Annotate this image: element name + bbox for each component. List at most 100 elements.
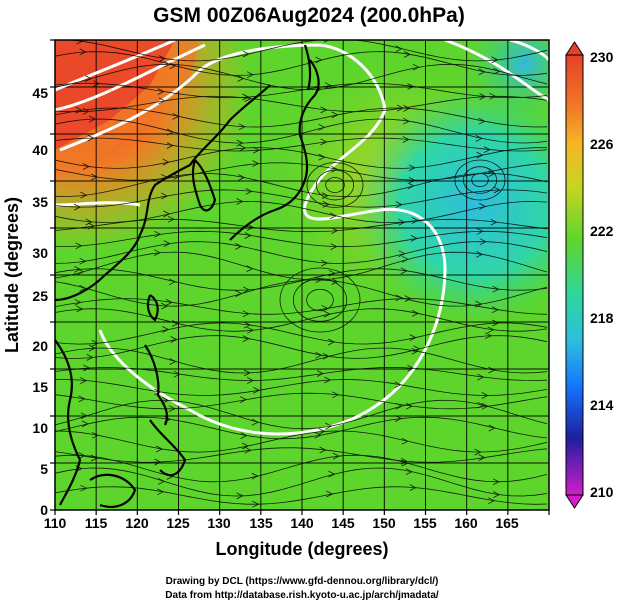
x-tick-label: 145 bbox=[331, 515, 355, 531]
streamline-arrow bbox=[161, 302, 169, 310]
colorbar-label: 214 bbox=[590, 397, 614, 413]
streamline-arrow bbox=[492, 319, 500, 327]
streamline-arrow bbox=[481, 392, 489, 399]
streamline-arrow bbox=[79, 48, 87, 56]
streamline-arrow bbox=[173, 173, 181, 180]
streamline-arrow bbox=[246, 265, 254, 272]
streamline-arrow bbox=[491, 306, 499, 314]
streamline-arrow bbox=[244, 95, 252, 102]
streamline-arrow bbox=[332, 391, 340, 399]
streamline bbox=[55, 230, 548, 248]
streamline-arrow bbox=[402, 117, 410, 125]
streamline-arrow bbox=[80, 191, 88, 199]
streamline-arrow bbox=[157, 488, 165, 496]
streamline-arrow bbox=[86, 354, 94, 361]
streamline-arrow bbox=[409, 484, 417, 491]
streamline-arrow bbox=[163, 240, 171, 247]
y-tick-label: 45 bbox=[32, 85, 48, 101]
streamline-arrow bbox=[154, 388, 162, 396]
colorbar-label: 226 bbox=[590, 136, 614, 152]
circulation-swirl bbox=[292, 278, 348, 322]
x-tick-label: 155 bbox=[413, 515, 437, 531]
colorbar-gradient bbox=[565, 54, 584, 496]
streamline-arrow bbox=[411, 310, 419, 317]
y-tick-labels: 0 5 10 15 20 25 30 35 40 45 bbox=[32, 85, 48, 518]
streamline-arrow bbox=[252, 160, 260, 167]
x-tick-label: 135 bbox=[249, 515, 273, 531]
streamline-arrow bbox=[475, 135, 483, 142]
streamline-arrow bbox=[404, 295, 412, 302]
streamline bbox=[55, 347, 548, 374]
streamline bbox=[55, 162, 548, 181]
colorbar-label: 218 bbox=[590, 310, 614, 326]
streamline-arrow bbox=[403, 105, 411, 112]
streamline-arrow bbox=[252, 146, 260, 154]
streamline-arrow bbox=[476, 151, 484, 159]
y-tick-label: 35 bbox=[32, 194, 48, 210]
streamline-arrow bbox=[489, 92, 497, 100]
streamline bbox=[55, 467, 548, 497]
streamline-arrow bbox=[401, 255, 409, 263]
streamline-arrow bbox=[478, 68, 486, 76]
streamline-arrow bbox=[81, 420, 89, 428]
streamline-arrow bbox=[318, 123, 326, 131]
streamline-arrow bbox=[173, 370, 181, 378]
streamline-arrow bbox=[484, 332, 492, 340]
streamline-arrow bbox=[247, 326, 255, 334]
plot-area bbox=[55, 40, 549, 510]
streamline-arrow bbox=[401, 437, 409, 445]
streamline-arrow bbox=[331, 227, 339, 234]
streamline bbox=[55, 218, 548, 233]
streamline-arrow bbox=[240, 432, 248, 439]
streamline-arrow bbox=[324, 82, 332, 90]
streamline-arrow bbox=[474, 448, 482, 456]
streamline-arrow bbox=[492, 285, 500, 293]
colorbar-top-cap bbox=[565, 41, 584, 56]
streamline-arrow bbox=[476, 227, 484, 235]
streamline-arrow bbox=[314, 431, 322, 439]
streamline bbox=[55, 416, 548, 440]
streamline-arrow bbox=[402, 136, 410, 143]
streamline-arrow bbox=[80, 377, 88, 384]
streamline-arrow bbox=[235, 290, 243, 297]
streamline-arrow bbox=[398, 250, 406, 258]
streamline-arrow bbox=[251, 418, 259, 426]
coast-philippines-luzon bbox=[144, 344, 169, 426]
streamline bbox=[55, 51, 548, 76]
streamline-arrow bbox=[168, 405, 176, 413]
streamline-arrow bbox=[331, 278, 339, 285]
streamline-arrow bbox=[488, 497, 496, 505]
streamline-arrow bbox=[318, 153, 326, 161]
streamline bbox=[55, 447, 548, 463]
streamline-arrow bbox=[171, 320, 179, 327]
streamline-arrow bbox=[325, 422, 333, 430]
streamline-arrow bbox=[395, 294, 403, 302]
streamline-arrow bbox=[169, 62, 177, 70]
streamline bbox=[55, 392, 548, 410]
streamline-arrow bbox=[477, 373, 485, 381]
x-tick-label: 165 bbox=[495, 515, 519, 531]
streamline-arrow bbox=[493, 67, 501, 75]
streamline-arrow bbox=[492, 478, 500, 486]
streamline bbox=[55, 322, 548, 345]
streamline-arrow bbox=[91, 173, 99, 181]
streamline-arrow bbox=[237, 75, 245, 82]
streamline-arrow bbox=[315, 56, 323, 64]
streamline-arrow bbox=[490, 218, 498, 226]
streamline-arrow bbox=[491, 56, 499, 64]
streamline bbox=[55, 189, 548, 208]
streamline-arrow bbox=[401, 459, 409, 467]
streamline bbox=[55, 251, 548, 281]
streamline bbox=[55, 454, 548, 483]
y-tick-label: 15 bbox=[32, 379, 48, 395]
streamline-arrow bbox=[410, 235, 418, 242]
coast-japan bbox=[229, 59, 320, 241]
streamline-arrow bbox=[92, 80, 100, 87]
streamline bbox=[55, 147, 547, 169]
streamlines bbox=[55, 40, 548, 508]
credit-drawing: Drawing by DCL (https://www.gfd-dennou.o… bbox=[166, 576, 439, 587]
streamline bbox=[55, 118, 548, 144]
streamline bbox=[55, 241, 548, 264]
streamline-arrow bbox=[154, 458, 162, 466]
streamline-arrow bbox=[91, 339, 99, 347]
